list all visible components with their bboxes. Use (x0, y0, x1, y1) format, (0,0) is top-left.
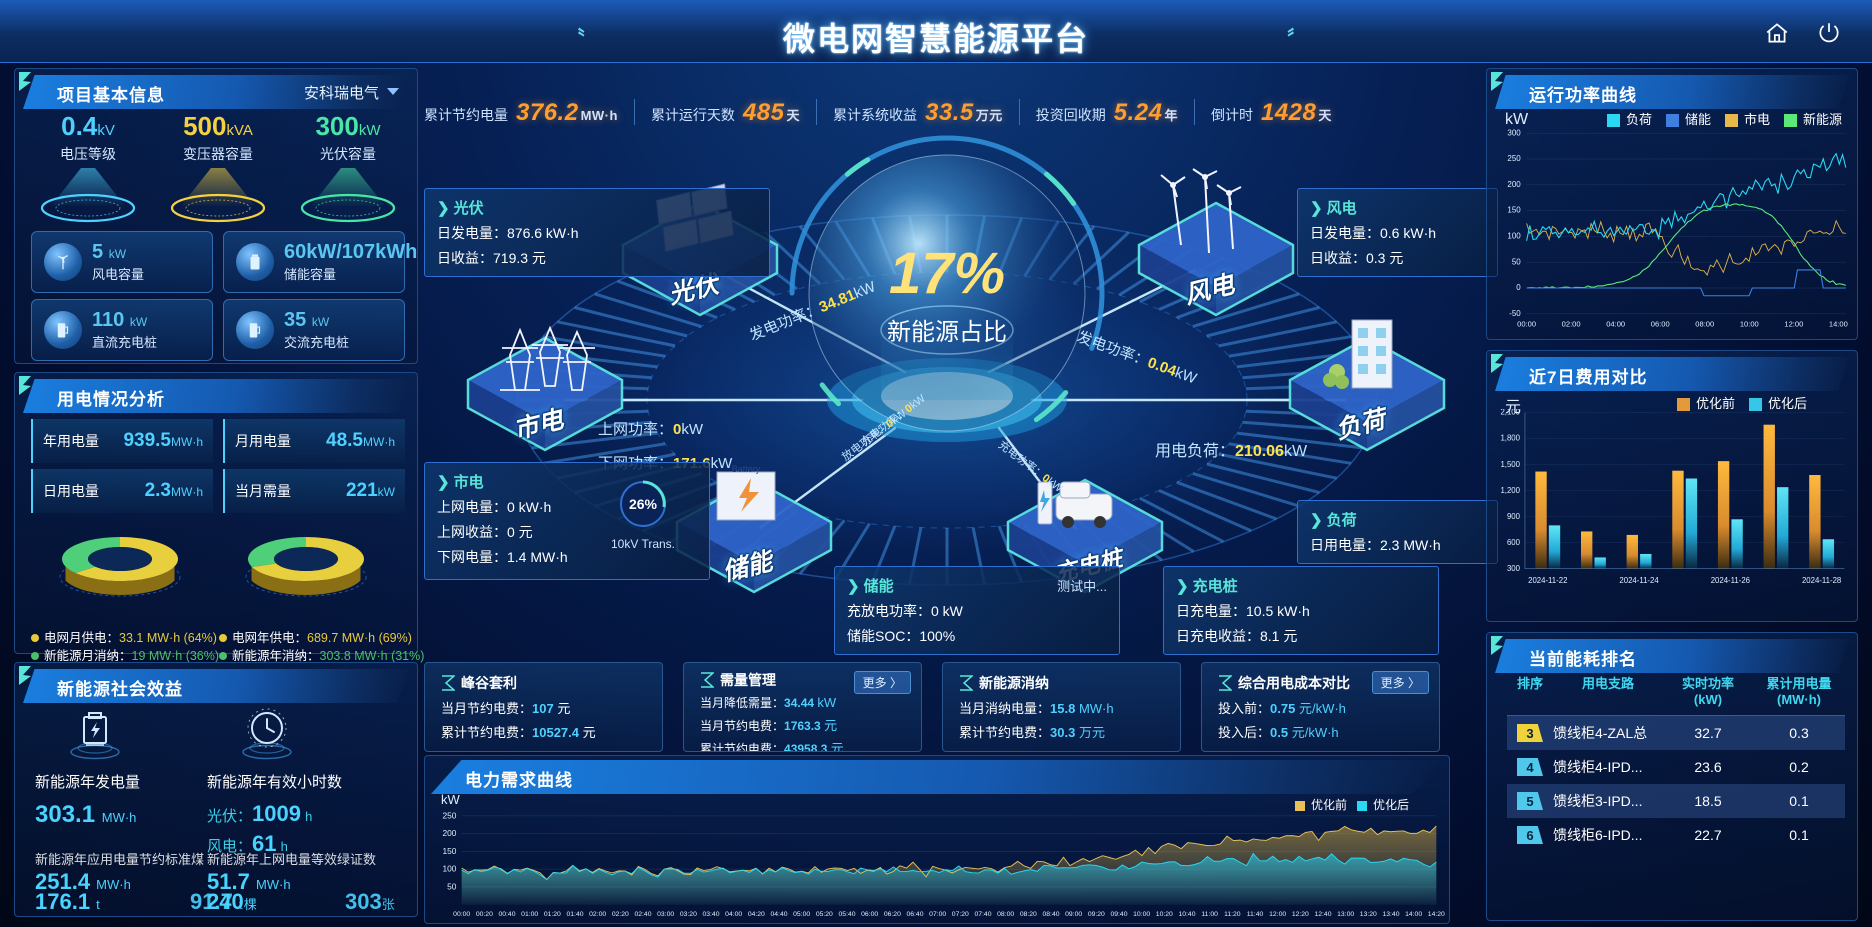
svg-text:17%: 17% (889, 241, 1005, 306)
svg-text:100: 100 (442, 864, 456, 874)
svg-text:09:20: 09:20 (1088, 911, 1105, 918)
svg-text:05:00: 05:00 (793, 911, 810, 918)
svg-text:300: 300 (1507, 564, 1521, 573)
svg-text:900: 900 (1507, 512, 1521, 521)
svg-text:05:20: 05:20 (816, 911, 833, 918)
svg-text:08:20: 08:20 (1020, 911, 1037, 918)
svg-text:26%: 26% (629, 496, 658, 512)
svg-text:09:00: 09:00 (1065, 911, 1082, 918)
svg-text:06:00: 06:00 (1651, 319, 1670, 328)
svg-text:50: 50 (447, 882, 457, 892)
svg-text:00:40: 00:40 (498, 911, 515, 918)
svg-text:02:00: 02:00 (1562, 319, 1581, 328)
svg-text:07:20: 07:20 (952, 911, 969, 918)
svg-text:06:40: 06:40 (906, 911, 923, 918)
svg-text:10:20: 10:20 (1156, 911, 1173, 918)
svg-text:06:00: 06:00 (861, 911, 878, 918)
svg-text:12:00: 12:00 (1784, 319, 1803, 328)
svg-text:07:40: 07:40 (974, 911, 991, 918)
svg-text:07:00: 07:00 (929, 911, 946, 918)
svg-text:14:20: 14:20 (1428, 911, 1445, 918)
svg-text:Battery: Battery (732, 464, 761, 474)
svg-text:04:20: 04:20 (748, 911, 765, 918)
svg-text:02:40: 02:40 (634, 911, 651, 918)
svg-text:2024-11-24: 2024-11-24 (1619, 576, 1659, 585)
svg-text:2024-11-22: 2024-11-22 (1528, 576, 1567, 585)
svg-text:02:00: 02:00 (589, 911, 606, 918)
svg-text:300: 300 (1507, 129, 1521, 137)
svg-text:10:00: 10:00 (1133, 911, 1150, 918)
svg-text:200: 200 (442, 828, 456, 838)
svg-text:03:40: 03:40 (702, 911, 719, 918)
svg-text:01:00: 01:00 (521, 911, 538, 918)
svg-text:13:20: 13:20 (1360, 911, 1377, 918)
svg-text:08:00: 08:00 (1695, 319, 1714, 328)
svg-text:2024-11-26: 2024-11-26 (1711, 576, 1750, 585)
svg-text:00:00: 00:00 (453, 911, 470, 918)
svg-text:03:20: 03:20 (680, 911, 697, 918)
svg-text:10:40: 10:40 (1178, 911, 1195, 918)
svg-text:04:00: 04:00 (725, 911, 742, 918)
svg-text:12:20: 12:20 (1292, 911, 1309, 918)
svg-text:08:00: 08:00 (997, 911, 1014, 918)
svg-text:11:40: 11:40 (1247, 911, 1264, 918)
svg-text:01:20: 01:20 (544, 911, 561, 918)
svg-text:150: 150 (442, 846, 456, 856)
svg-text:100: 100 (1507, 231, 1521, 240)
svg-text:10:00: 10:00 (1740, 319, 1759, 328)
svg-text:0: 0 (1516, 283, 1521, 292)
svg-text:50: 50 (1512, 257, 1521, 266)
svg-text:-50: -50 (1509, 309, 1521, 318)
svg-text:06:20: 06:20 (884, 911, 901, 918)
svg-text:02:20: 02:20 (612, 911, 629, 918)
svg-text:09:40: 09:40 (1110, 911, 1127, 918)
svg-text:14:00: 14:00 (1829, 319, 1848, 328)
svg-text:04:00: 04:00 (1606, 319, 1625, 328)
svg-text:11:20: 11:20 (1224, 911, 1241, 918)
svg-text:08:40: 08:40 (1043, 911, 1060, 918)
svg-text:00:00: 00:00 (1517, 319, 1536, 328)
svg-text:00:20: 00:20 (476, 911, 493, 918)
svg-text:新能源占比: 新能源占比 (887, 319, 1007, 346)
svg-text:05:40: 05:40 (839, 911, 856, 918)
svg-text:04:40: 04:40 (771, 911, 788, 918)
svg-text:13:40: 13:40 (1382, 911, 1399, 918)
svg-text:14:00: 14:00 (1405, 911, 1422, 918)
svg-text:600: 600 (1507, 538, 1521, 547)
svg-text:200: 200 (1507, 180, 1521, 189)
svg-text:03:00: 03:00 (657, 911, 674, 918)
svg-text:250: 250 (442, 810, 456, 820)
svg-text:01:40: 01:40 (567, 911, 584, 918)
svg-text:12:00: 12:00 (1269, 911, 1286, 918)
svg-text:1,500: 1,500 (1500, 460, 1520, 469)
svg-text:13:00: 13:00 (1337, 911, 1354, 918)
svg-text:2,100: 2,100 (1500, 409, 1520, 417)
svg-text:150: 150 (1507, 206, 1521, 215)
svg-text:2024-11-28: 2024-11-28 (1802, 576, 1841, 585)
svg-text:11:00: 11:00 (1201, 911, 1218, 918)
svg-text:250: 250 (1507, 154, 1521, 163)
svg-text:12:40: 12:40 (1314, 911, 1331, 918)
svg-text:1,800: 1,800 (1500, 434, 1520, 443)
svg-text:1,200: 1,200 (1500, 486, 1520, 495)
